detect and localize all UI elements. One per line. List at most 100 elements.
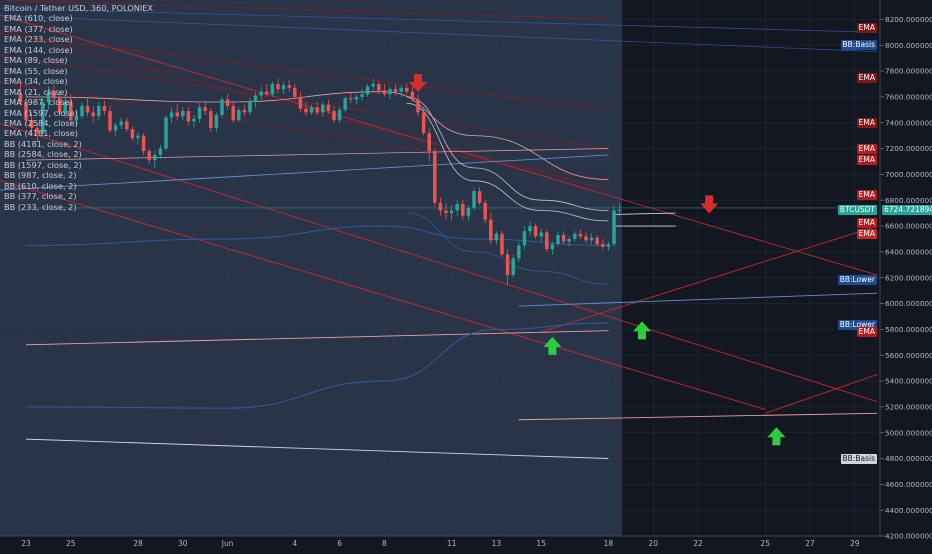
- candle[interactable]: [85, 96, 90, 117]
- candle[interactable]: [455, 200, 459, 216]
- candle[interactable]: [421, 107, 426, 136]
- candle[interactable]: [528, 220, 532, 237]
- candle[interactable]: [41, 98, 45, 137]
- candle[interactable]: [153, 151, 157, 168]
- candle[interactable]: [567, 236, 571, 247]
- candle[interactable]: [298, 91, 303, 113]
- candle[interactable]: [617, 202, 622, 216]
- candle[interactable]: [220, 96, 224, 118]
- candle[interactable]: [578, 229, 583, 239]
- candle[interactable]: [360, 89, 364, 101]
- candle[interactable]: [438, 197, 443, 216]
- candle[interactable]: [265, 83, 269, 97]
- candle[interactable]: [545, 229, 549, 252]
- candle[interactable]: [214, 112, 219, 132]
- candle[interactable]: [461, 200, 465, 220]
- candle[interactable]: [477, 187, 482, 206]
- candle[interactable]: [589, 233, 594, 245]
- candle[interactable]: [337, 107, 342, 123]
- candle[interactable]: [80, 102, 84, 119]
- candle[interactable]: [595, 235, 599, 247]
- candle[interactable]: [349, 91, 353, 104]
- candle[interactable]: [444, 202, 448, 220]
- candle[interactable]: [281, 81, 286, 95]
- candle[interactable]: [242, 104, 247, 117]
- candle[interactable]: [449, 205, 454, 221]
- candle[interactable]: [522, 226, 527, 250]
- candle[interactable]: [147, 148, 151, 165]
- candle[interactable]: [550, 241, 555, 255]
- candle[interactable]: [24, 98, 28, 126]
- candle[interactable]: [377, 81, 381, 95]
- candle[interactable]: [46, 86, 51, 110]
- candle[interactable]: [365, 83, 370, 97]
- candle[interactable]: [102, 100, 107, 115]
- candle[interactable]: [315, 102, 319, 115]
- candle[interactable]: [321, 102, 325, 117]
- candle[interactable]: [259, 86, 263, 100]
- candle[interactable]: [500, 231, 504, 258]
- candle[interactable]: [410, 86, 415, 103]
- candle[interactable]: [203, 102, 207, 115]
- candle[interactable]: [119, 117, 123, 130]
- candle[interactable]: [399, 85, 403, 97]
- arrow-down-icon[interactable]: [409, 73, 427, 92]
- candle[interactable]: [197, 103, 202, 123]
- candle[interactable]: [270, 81, 275, 97]
- candle[interactable]: [612, 205, 616, 247]
- candle[interactable]: [276, 78, 280, 93]
- candle[interactable]: [287, 80, 291, 92]
- arrow-down-icon[interactable]: [700, 195, 719, 214]
- candle[interactable]: [494, 231, 499, 245]
- candle[interactable]: [91, 105, 95, 123]
- arrow-up-icon[interactable]: [633, 321, 651, 340]
- candle[interactable]: [427, 127, 431, 162]
- candle[interactable]: [433, 148, 437, 207]
- candle[interactable]: [175, 103, 179, 121]
- candle[interactable]: [354, 94, 359, 105]
- candle[interactable]: [136, 131, 140, 145]
- candle[interactable]: [584, 232, 588, 243]
- candle[interactable]: [57, 90, 62, 115]
- price-axis[interactable]: 4200.00000000 4400.00000000 4600.00000000 4…: [879, 0, 932, 541]
- candle[interactable]: [74, 109, 79, 127]
- candle[interactable]: [108, 105, 112, 134]
- candle[interactable]: [371, 78, 375, 91]
- candle[interactable]: [533, 223, 538, 239]
- candle[interactable]: [343, 96, 347, 113]
- candle[interactable]: [505, 249, 510, 286]
- candle[interactable]: [606, 241, 611, 251]
- candle[interactable]: [304, 102, 308, 117]
- arrow-up-icon[interactable]: [767, 427, 786, 446]
- candle[interactable]: [416, 94, 420, 117]
- candle[interactable]: [237, 107, 241, 122]
- candle[interactable]: [52, 85, 56, 103]
- candle[interactable]: [248, 98, 252, 115]
- candle[interactable]: [130, 126, 135, 141]
- arrow-up-icon[interactable]: [543, 336, 562, 355]
- candle[interactable]: [601, 238, 605, 250]
- candle[interactable]: [466, 205, 471, 221]
- candle[interactable]: [483, 200, 487, 224]
- candle[interactable]: [405, 83, 409, 95]
- candle[interactable]: [186, 107, 191, 126]
- candle[interactable]: [35, 122, 39, 143]
- candle[interactable]: [181, 107, 185, 121]
- candle[interactable]: [326, 99, 331, 114]
- candle[interactable]: [556, 231, 560, 247]
- candle[interactable]: [393, 83, 398, 96]
- candle[interactable]: [169, 107, 174, 123]
- candle[interactable]: [97, 102, 101, 121]
- candle[interactable]: [253, 91, 258, 108]
- candle[interactable]: [113, 122, 118, 136]
- candle[interactable]: [158, 144, 163, 159]
- candle[interactable]: [517, 241, 521, 263]
- candle[interactable]: [472, 187, 476, 211]
- candle[interactable]: [382, 83, 387, 97]
- candle[interactable]: [125, 117, 129, 132]
- candle[interactable]: [388, 86, 392, 100]
- candle[interactable]: [293, 83, 297, 100]
- candle[interactable]: [539, 228, 543, 242]
- time-axis[interactable]: 23 25 28 30 Jun 4 6 8 11 13 15 18 20 22 25 27 29: [0, 535, 880, 548]
- candle[interactable]: [511, 254, 515, 278]
